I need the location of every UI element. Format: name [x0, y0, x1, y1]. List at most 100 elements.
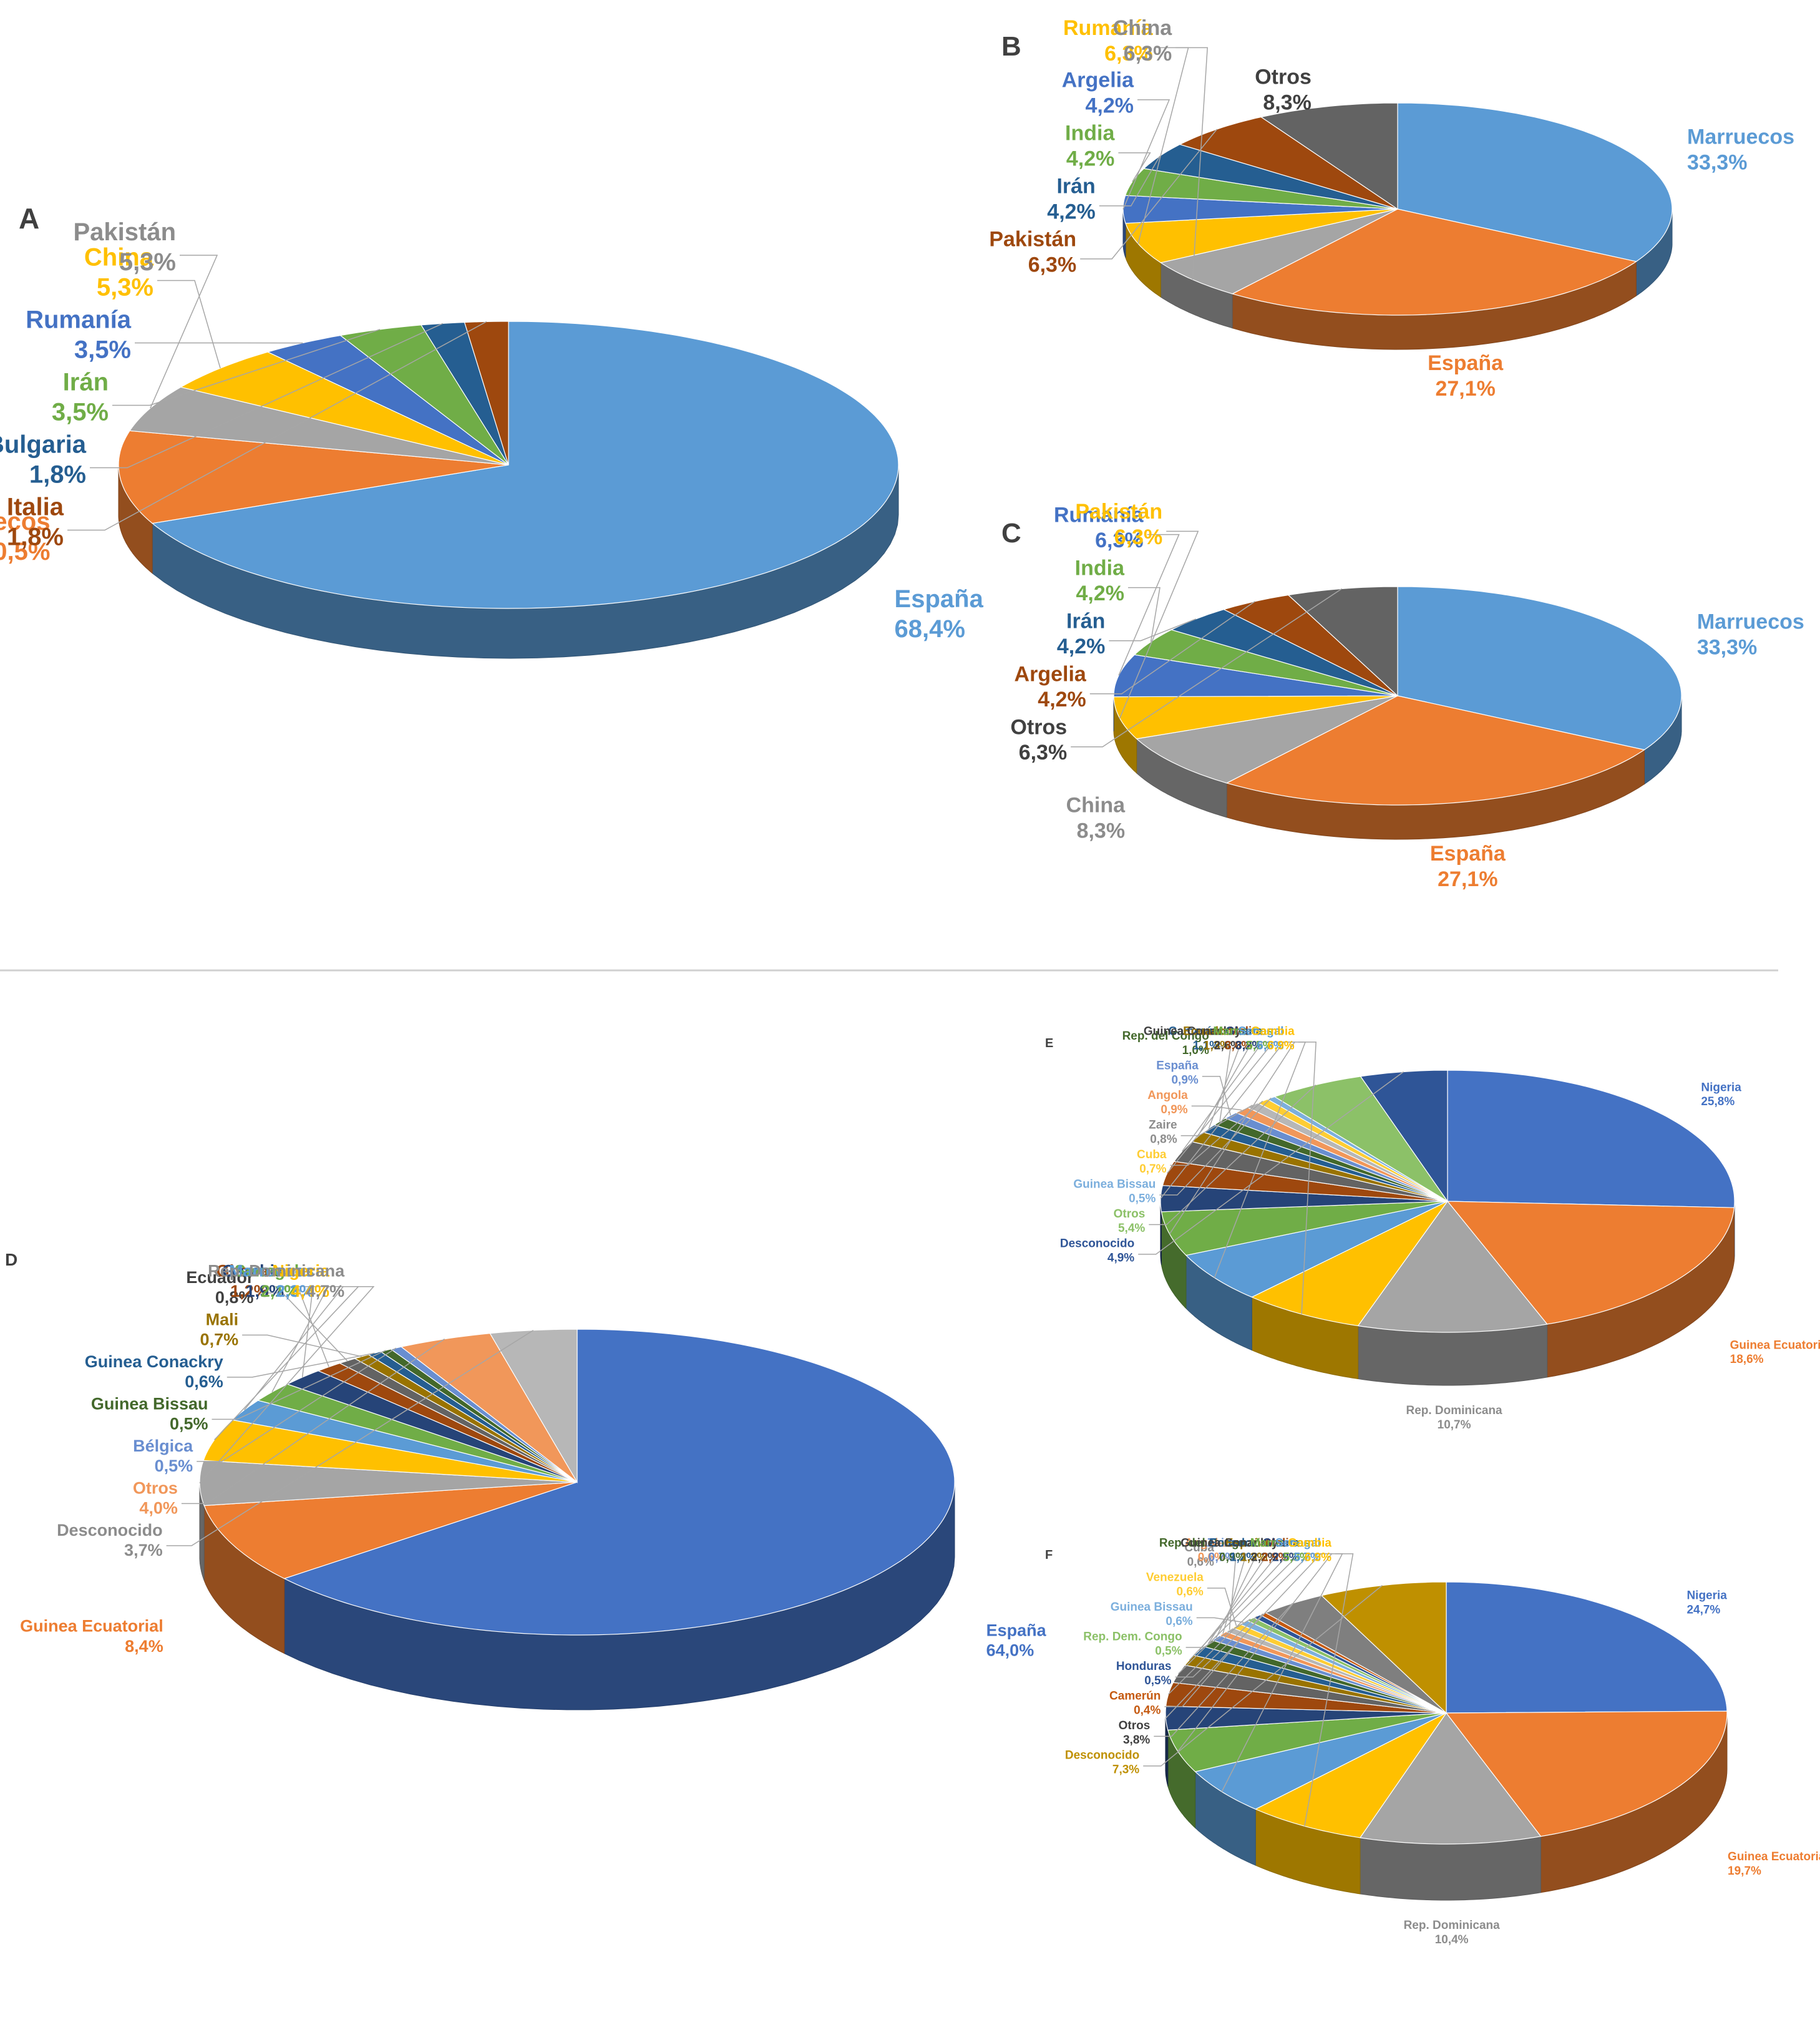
leader-line [150, 255, 218, 409]
slice-value-italia: 1,8% [7, 524, 64, 551]
panel-label-d: D [5, 1250, 17, 1269]
slice-label-argelia: Argelia [1015, 662, 1087, 686]
leader-line [242, 1334, 362, 1357]
leader-line [1089, 601, 1255, 695]
slice-value-rep-del-congo: 1,0% [1182, 1044, 1209, 1057]
slice-value-guinea-conackry: 0,6% [185, 1372, 223, 1391]
leader-line [226, 1352, 375, 1378]
leader-line [1175, 1616, 1257, 1678]
slice-value-iran: 4,2% [1047, 200, 1096, 223]
slice-value-cuba: 0,6% [1187, 1556, 1214, 1569]
slice-label-iran: Irán [63, 369, 109, 396]
slice-label-marruecos: Marruecos [229, 1262, 314, 1281]
slice-value-desconocido: 4,9% [1107, 1251, 1134, 1264]
pie-side-rep-dominicana [1358, 1324, 1548, 1386]
slice-label-guinea-conackry: Guinea Conackry [1144, 1025, 1242, 1038]
slice-label-india: India [1075, 556, 1125, 580]
slice-label-espana: España [1156, 1060, 1199, 1073]
slice-value-iran: 3,5% [52, 399, 109, 426]
slice-value-ecuador: 1,3% [1204, 1039, 1230, 1052]
slice-label-gambia: Gambia [222, 1262, 285, 1281]
leader-line [67, 321, 487, 531]
slice-value-india: 4,2% [1066, 147, 1115, 170]
leader-line [1119, 530, 1199, 719]
slice-value-gambia: 6,9% [1305, 1551, 1331, 1564]
pie-slice-rep-dominicana [1359, 1712, 1542, 1845]
slice-value-otros: 8,3% [1263, 90, 1311, 114]
slice-value-espana: 27,1% [1438, 867, 1497, 891]
slice-label-nigeria: Nigeria [1701, 1081, 1741, 1094]
slice-value-guinea-ecuatorial: 19,7% [1728, 1865, 1761, 1878]
slice-label-rep-dominicana: Rep. Dominicana [1406, 1404, 1502, 1417]
slice-label-camerun: Camerún [1169, 1025, 1220, 1038]
slice-value-marruecos: 33,3% [1697, 635, 1757, 659]
leader-line [112, 329, 381, 406]
leader-line [1149, 1084, 1316, 1226]
slice-value-guinea-ecuatorial: 18,6% [1730, 1353, 1764, 1366]
leader-line [181, 1338, 445, 1505]
pie-slice-nigeria [1446, 1581, 1728, 1714]
slice-value-ecuador: 0,8% [215, 1288, 254, 1307]
slice-label-espana: España [1430, 842, 1506, 866]
slice-value-senegal: 5,7% [1294, 1551, 1321, 1564]
slice-value-china: 8,3% [1077, 819, 1126, 842]
slice-label-iran: Irán [1066, 609, 1105, 633]
slice-value-pakistan: 5,3% [119, 248, 176, 276]
slice-value-china: 5,3% [97, 274, 153, 301]
slice-label-ghana: Ghana [217, 1262, 270, 1281]
pie-side-rep-dominicana [1360, 1836, 1541, 1901]
slice-value-rumania: 6,3% [1095, 529, 1144, 552]
slice-value-senegal: 2,1% [261, 1282, 299, 1301]
slice-label-zaire: Zaire [1149, 1119, 1177, 1132]
pie-slice-guinea-ecuatorial [1445, 1710, 1728, 1837]
slice-value-angola: 0,6% [1198, 1551, 1225, 1564]
slice-value-otros: 5,4% [1118, 1222, 1145, 1235]
slice-value-mali: 0,7% [200, 1330, 239, 1349]
pie-slice-iran [339, 325, 509, 466]
slice-value-pakistan: 6,3% [1114, 525, 1163, 549]
pie-slice-espana [1225, 695, 1646, 806]
slice-value-ghana: 2,9% [1272, 1551, 1299, 1564]
slice-label-italia: Italia [7, 494, 64, 521]
slice-label-angola: Angola [1185, 1537, 1225, 1550]
slice-value-rep-dominicana: 4,7% [306, 1282, 345, 1301]
slice-value-india: 4,2% [1076, 582, 1125, 605]
pie-slice-argelia [1122, 195, 1398, 224]
slice-value-otros: 3,8% [1123, 1734, 1150, 1747]
slice-label-honduras: Honduras [1116, 1660, 1172, 1673]
slice-label-otros: Otros [1119, 1719, 1151, 1732]
slice-label-mali: Mali [1266, 1537, 1289, 1550]
slice-value-otros: 6,3% [1019, 741, 1068, 764]
slice-value-guinea-conackry: 2,6% [1214, 1039, 1241, 1052]
slice-label-guinea-conackry: Guinea Conackry [85, 1352, 223, 1371]
pie-slice-rep-dominicana [1357, 1201, 1548, 1333]
slice-value-gambia: 6,9% [1267, 1039, 1294, 1052]
slice-label-gambia: Gambia [1251, 1025, 1295, 1038]
slice-value-espana: 27,1% [1435, 377, 1495, 401]
slice-value-iran: 4,2% [1057, 635, 1106, 658]
slice-value-camerun: 0,4% [1134, 1704, 1161, 1717]
slice-label-rep-dem-congo: Rep. Dem. Congo [1083, 1631, 1182, 1644]
slice-label-cuba: Cuba [1184, 1541, 1214, 1554]
pie-slice-china [1136, 695, 1398, 784]
slice-label-guinea-conackry: Guinea Conackry [1180, 1537, 1278, 1550]
slice-label-iran: Irán [1056, 175, 1095, 198]
slice-label-espana: España [1428, 351, 1504, 375]
slice-value-mali: 3,0% [1225, 1039, 1252, 1052]
slice-value-mali: 2,9% [1262, 1551, 1288, 1564]
slice-value-guinea-ecuatorial: 8,4% [125, 1637, 163, 1656]
slice-value-gambia: 1,9% [245, 1282, 284, 1301]
slice-label-argelia: Argelia [1062, 69, 1134, 92]
slice-label-marruecos: Marruecos [1250, 1537, 1310, 1550]
leader-line [157, 280, 221, 369]
pie-slice-guinea-conackry [1173, 1141, 1448, 1202]
slice-value-argelia: 4,2% [1038, 688, 1086, 711]
slice-label-gambia: Gambia [1288, 1537, 1331, 1550]
leader-line [1154, 1603, 1293, 1737]
pie-slice-senegal [1194, 1712, 1447, 1810]
slice-label-ghana: Ghana [1263, 1537, 1300, 1550]
